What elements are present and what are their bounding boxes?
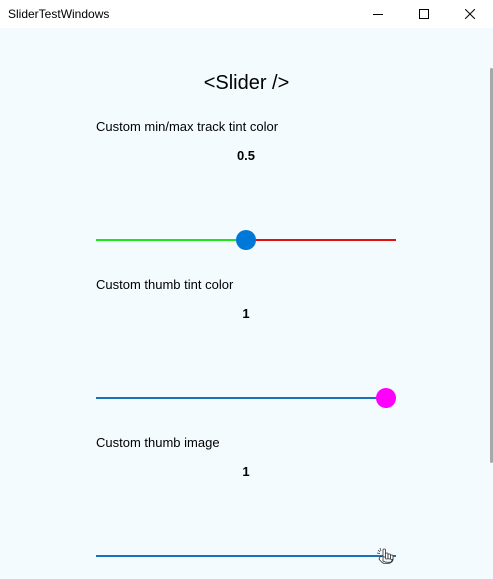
slider-2-label: Custom thumb tint color — [96, 277, 234, 292]
minimize-icon — [373, 13, 383, 15]
title-bar: SliderTestWindows — [0, 0, 493, 28]
close-icon — [465, 9, 475, 19]
min-track — [96, 397, 386, 399]
min-track — [96, 239, 246, 241]
slider-2-value: 1 — [242, 306, 250, 321]
window-title: SliderTestWindows — [8, 7, 110, 21]
maximize-icon — [419, 9, 429, 19]
page-header: <Slider /> — [203, 72, 290, 94]
thumb-tint-slider[interactable] — [96, 387, 396, 409]
track-tint-slider[interactable] — [96, 229, 396, 251]
thumb-image-slider[interactable] — [96, 545, 396, 567]
slider-3-label: Custom thumb image — [96, 435, 220, 450]
slider-thumb[interactable] — [376, 388, 396, 408]
slider-thumb[interactable] — [236, 230, 256, 250]
hand-pointer-icon[interactable] — [377, 548, 395, 564]
close-button[interactable] — [447, 0, 493, 28]
slider-1-label: Custom min/max track tint color — [96, 119, 279, 134]
slider-1-value: 0.5 — [236, 148, 256, 163]
slider-3-value: 1 — [242, 464, 250, 479]
maximize-button[interactable] — [401, 0, 447, 28]
page-content: <Slider /> Custom min/max track tint col… — [0, 28, 493, 579]
max-track — [246, 239, 396, 241]
min-track — [96, 555, 386, 557]
minimize-button[interactable] — [355, 0, 401, 28]
vertical-scrollbar[interactable] — [490, 68, 493, 463]
